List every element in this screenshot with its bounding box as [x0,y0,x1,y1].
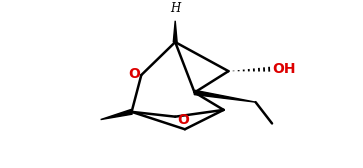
Polygon shape [173,21,177,42]
Polygon shape [101,110,132,120]
Text: O: O [177,113,189,127]
Text: OH: OH [272,62,295,76]
Polygon shape [194,90,256,102]
Text: H: H [170,2,180,15]
Text: O: O [129,67,140,81]
